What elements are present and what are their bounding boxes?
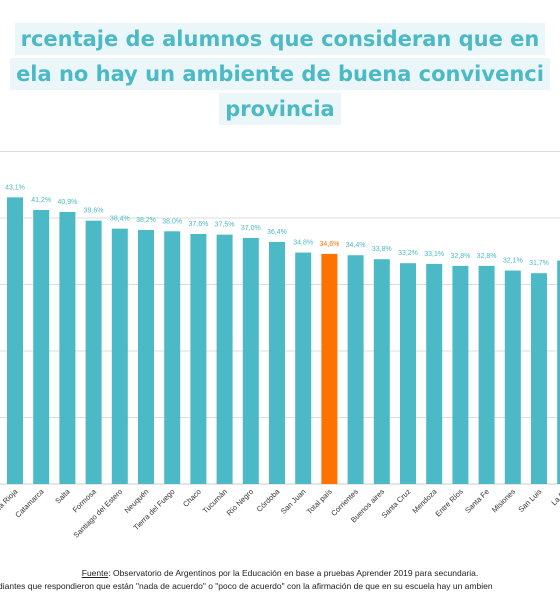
bar <box>504 270 521 484</box>
data-label: 34,8% <box>293 240 313 247</box>
bar <box>347 255 364 484</box>
data-label: 33,1% <box>424 251 444 258</box>
bar <box>478 265 495 484</box>
bar <box>400 263 416 484</box>
bar <box>557 260 560 484</box>
bar <box>190 233 207 484</box>
data-label: 38,4% <box>110 216 130 223</box>
data-label: 38,0% <box>162 218 182 225</box>
category-label: Salta <box>53 486 72 505</box>
data-label: 33,2% <box>398 250 418 257</box>
title-line-1: rcentaje de alumnos que consideran que e… <box>14 23 546 55</box>
category-label: La Pa <box>549 486 560 507</box>
bar <box>85 220 102 484</box>
source-label: Fuente <box>81 568 109 578</box>
category-label: San Luis <box>516 487 543 514</box>
data-label: 38,2% <box>136 217 156 224</box>
bar <box>269 241 285 484</box>
bar <box>452 265 469 484</box>
category-label: Santa Fe <box>463 487 491 515</box>
category-label: Catamarca <box>13 486 46 519</box>
bar <box>373 259 390 484</box>
data-label: 37,6% <box>188 221 208 228</box>
category-label: Entre Ríos <box>433 487 465 519</box>
category-label: Chaco <box>181 487 203 509</box>
bar <box>242 237 259 484</box>
data-label: 39,6% <box>84 208 104 215</box>
category-label: Misiones <box>490 487 517 514</box>
data-label: 34,6% <box>319 241 339 248</box>
bar <box>111 228 128 484</box>
data-label: 31,7% <box>529 260 549 267</box>
data-label: 34,4% <box>346 242 366 249</box>
chart-title: rcentaje de alumnos que consideran que e… <box>0 22 560 127</box>
source-text: : Observatorio de Argentinos por la Educ… <box>108 568 479 578</box>
data-label: 32,8% <box>477 253 497 260</box>
bar-chart: 43,1%La Rioja41,2%Catamarca40,9%Salta39,… <box>0 151 560 540</box>
title-line-3: provincia <box>219 93 341 125</box>
bar <box>321 253 338 484</box>
data-label: 37,0% <box>241 225 261 232</box>
data-label: 41,2% <box>31 197 51 204</box>
bar <box>295 252 312 484</box>
title-line-2: ela no hay un ambiente de buena conviven… <box>10 58 550 90</box>
bar <box>138 229 154 484</box>
data-label: 37,5% <box>215 222 235 229</box>
footnote: diantes que respondieron que están "nada… <box>0 581 493 591</box>
data-label: 43,1% <box>5 184 25 191</box>
bar <box>59 212 76 484</box>
bar <box>216 234 233 484</box>
bar <box>33 210 50 484</box>
category-label: Río Negro <box>225 487 256 518</box>
data-label: 33,8% <box>372 246 392 253</box>
category-label: San Juan <box>279 487 308 516</box>
category-label: Santiago del Estero <box>72 487 125 540</box>
data-label: 40,9% <box>57 199 77 206</box>
data-label: 36,4% <box>267 229 287 236</box>
bar <box>7 197 23 484</box>
data-label: 32,1% <box>503 258 523 265</box>
bar <box>426 263 443 484</box>
bar <box>164 231 181 484</box>
data-label: 32,8% <box>450 253 470 260</box>
bar <box>531 273 547 484</box>
source-note: Fuente: Observatorio de Argentinos por l… <box>0 568 560 578</box>
